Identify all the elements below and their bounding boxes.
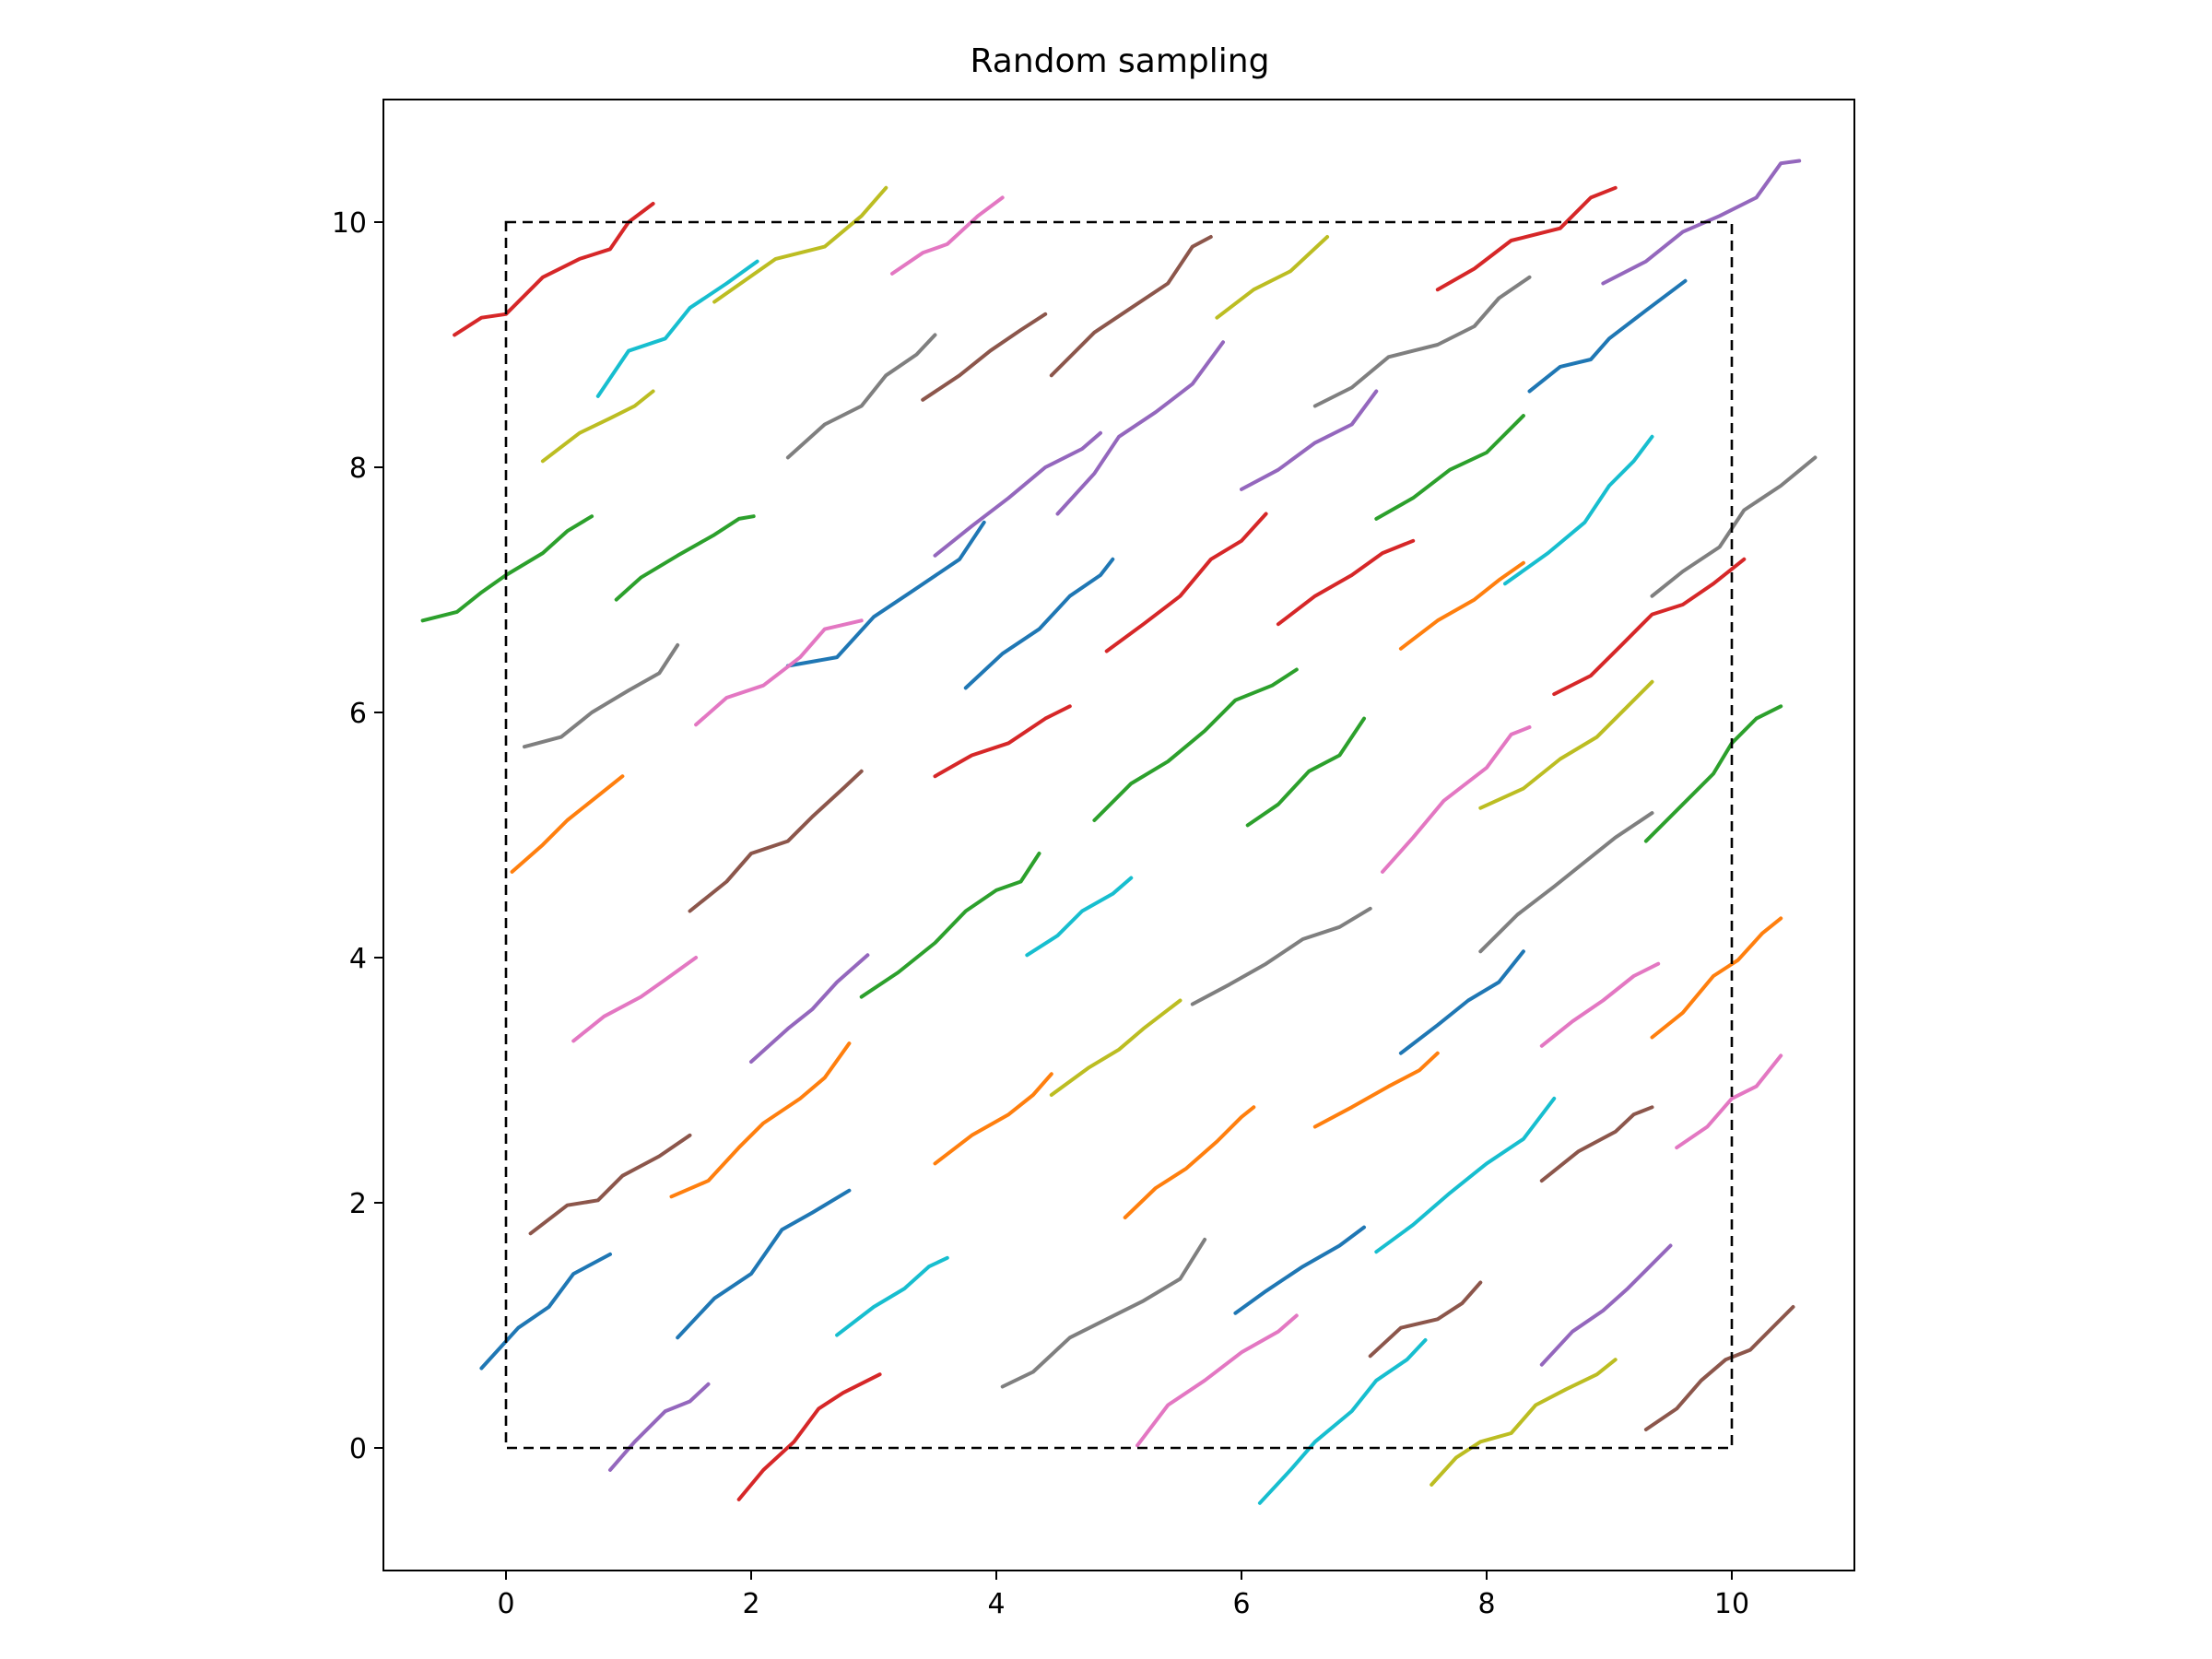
y-tick-label-10: 10 — [332, 207, 367, 240]
series-line-12 — [785, 333, 937, 460]
series-line-7 — [1435, 185, 1618, 292]
series-line-41 — [859, 852, 1041, 999]
series-line-32 — [933, 704, 1072, 779]
series-line-53 — [1374, 1096, 1557, 1254]
x-tick-label-8: 8 — [1477, 1588, 1495, 1620]
series-line-10 — [1527, 278, 1688, 394]
series-line-15 — [1240, 389, 1379, 491]
y-axis: 0 2 4 6 8 10 — [332, 207, 383, 1465]
series-line-67 — [1430, 1358, 1618, 1487]
series-line-29 — [1552, 557, 1747, 697]
series-line-4 — [890, 195, 1005, 276]
chart-title: Random sampling — [971, 42, 1270, 80]
series-line-9 — [1312, 275, 1532, 408]
series-line-44 — [1398, 949, 1525, 1055]
series-line-30 — [510, 774, 625, 874]
series-line-33 — [1092, 667, 1299, 822]
series-line-36 — [1478, 679, 1654, 810]
x-axis: 0 2 4 6 8 10 — [497, 1571, 1749, 1620]
series-line-23 — [694, 618, 864, 727]
series-line-66 — [1257, 1338, 1428, 1505]
series-line-28 — [1398, 560, 1525, 651]
series-line-62 — [1368, 1280, 1483, 1359]
series-line-1 — [453, 202, 655, 337]
series-line-31 — [688, 769, 864, 913]
series-line-51 — [1123, 1105, 1256, 1219]
series-line-65 — [736, 1372, 882, 1501]
series-line-22 — [785, 520, 986, 668]
y-tick-label-4: 4 — [349, 943, 367, 975]
series-line-6 — [1215, 235, 1330, 320]
x-tick-label-4: 4 — [987, 1588, 1005, 1620]
series-line-34 — [1245, 716, 1366, 828]
series-line-8 — [1601, 159, 1802, 286]
series-line-52 — [1312, 1051, 1440, 1129]
y-tick-label-6: 6 — [349, 698, 367, 730]
series-line-42 — [1025, 876, 1134, 958]
series-line-55 — [1675, 1053, 1783, 1150]
series-line-58 — [835, 1255, 949, 1337]
reference-box-layer — [504, 220, 1734, 1450]
series-line-37 — [1643, 704, 1783, 843]
series-line-50 — [1049, 998, 1182, 1097]
series-line-27 — [1276, 538, 1416, 627]
series-line-25 — [963, 557, 1115, 690]
series-layer — [420, 159, 1818, 1505]
series-line-17 — [1503, 434, 1654, 586]
series-line-61 — [1135, 1313, 1299, 1448]
series-line-20 — [614, 514, 756, 602]
series-line-46 — [1650, 916, 1783, 1040]
series-line-5 — [1049, 235, 1213, 378]
series-line-11 — [540, 389, 655, 464]
series-line-35 — [1381, 725, 1532, 874]
y-tick-label-2: 2 — [349, 1188, 367, 1220]
series-line-57 — [676, 1188, 852, 1340]
y-tick-label-8: 8 — [349, 453, 367, 485]
series-line-59 — [1000, 1237, 1207, 1389]
series-line-60 — [1233, 1225, 1366, 1315]
series-line-40 — [749, 953, 870, 1064]
series-line-16 — [1374, 414, 1525, 521]
series-line-49 — [933, 1072, 1053, 1166]
series-line-63 — [1539, 1243, 1673, 1367]
series-line-3 — [712, 185, 888, 304]
series-line-13 — [921, 312, 1048, 402]
series-line-54 — [1539, 1105, 1654, 1183]
x-tick-label-2: 2 — [742, 1588, 759, 1620]
series-line-21 — [933, 430, 1102, 558]
series-line-48 — [669, 1041, 852, 1199]
series-line-45 — [1539, 961, 1661, 1048]
reference-box — [504, 220, 1734, 1450]
series-line-68 — [1643, 1305, 1795, 1431]
series-line-26 — [1104, 512, 1268, 653]
series-line-64 — [608, 1382, 711, 1472]
series-line-43 — [1190, 906, 1372, 1006]
series-line-2 — [595, 259, 759, 398]
series-line-39 — [571, 956, 699, 1043]
y-tick-label-0: 0 — [349, 1433, 367, 1465]
series-line-14 — [1055, 340, 1225, 516]
x-tick-label-6: 6 — [1232, 1588, 1250, 1620]
series-line-24 — [523, 642, 680, 749]
series-line-47 — [528, 1133, 692, 1236]
x-tick-label-0: 0 — [497, 1588, 514, 1620]
plot-area-frame — [382, 99, 1855, 1571]
x-tick-label-10: 10 — [1714, 1588, 1749, 1620]
series-line-38 — [1478, 811, 1654, 954]
